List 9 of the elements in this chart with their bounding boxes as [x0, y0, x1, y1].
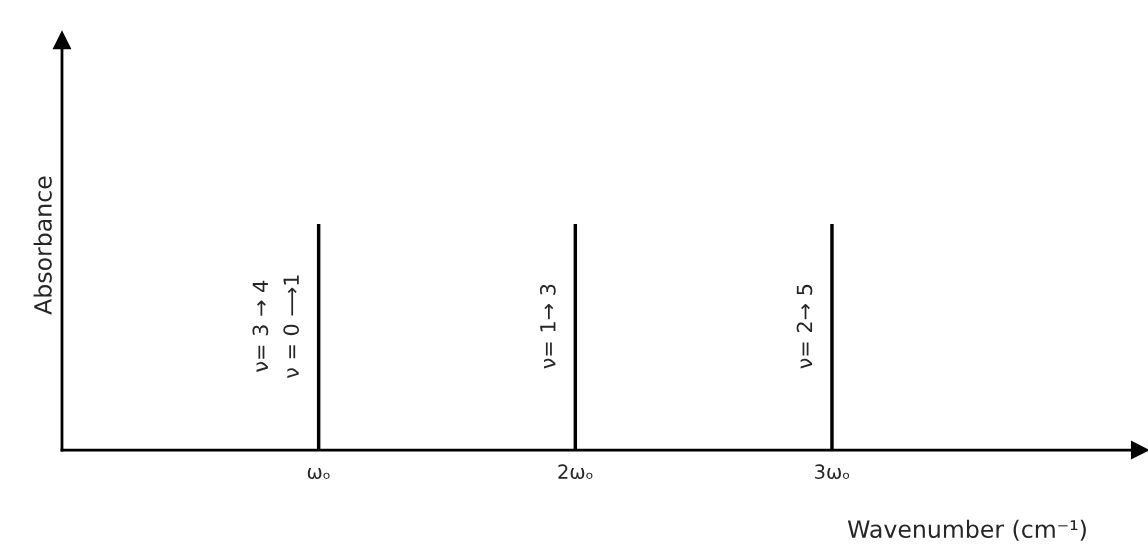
annotation: ν = 0 ⟶1 — [283, 275, 300, 379]
annotation: ν= 2→ 5 — [796, 284, 813, 369]
x-axis-title: Wavenumber (cm⁻¹) — [847, 519, 1086, 541]
annotation: ν= 3 → 4 — [252, 280, 269, 372]
annotation: ν= 1→ 3 — [539, 284, 556, 369]
x-tick-label: 2ωₒ — [558, 464, 593, 479]
x-tick-label: 3ωₒ — [815, 464, 850, 479]
x-tick-label: ωₒ — [307, 468, 330, 479]
y-axis-title: Absorbance — [33, 176, 52, 315]
